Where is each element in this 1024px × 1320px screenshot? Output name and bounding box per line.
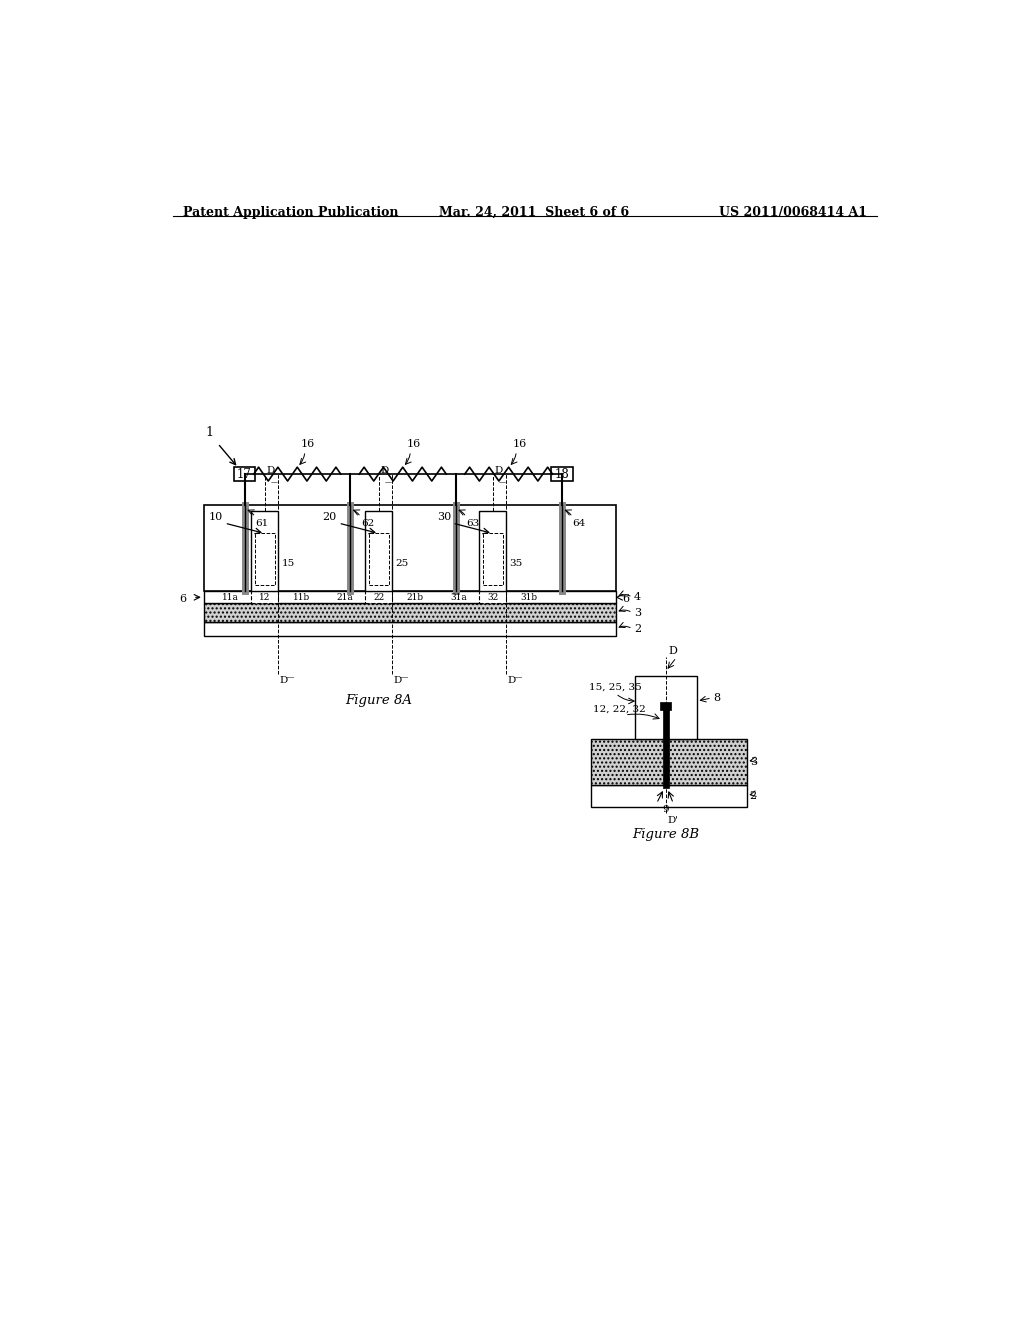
Text: 35: 35: [509, 558, 522, 568]
Bar: [369, 533, 389, 585]
Text: 1: 1: [206, 426, 214, 440]
Text: 11a: 11a: [222, 593, 239, 602]
Text: 12, 22, 32: 12, 22, 32: [593, 705, 645, 713]
Bar: [252, 591, 279, 603]
Text: D: D: [266, 466, 274, 475]
Text: Mar. 24, 2011  Sheet 6 of 6: Mar. 24, 2011 Sheet 6 of 6: [438, 206, 629, 219]
Text: 31a: 31a: [451, 593, 467, 602]
Text: 15, 25, 35: 15, 25, 35: [589, 682, 641, 692]
Text: 8: 8: [714, 693, 721, 704]
Bar: [663, 706, 669, 788]
Text: D: D: [669, 645, 678, 656]
Bar: [482, 533, 503, 585]
Text: 21a: 21a: [337, 593, 353, 602]
Text: D': D': [668, 816, 678, 825]
Bar: [635, 676, 696, 739]
Text: 20: 20: [323, 512, 337, 521]
Text: 22: 22: [374, 593, 384, 602]
Bar: [204, 506, 615, 591]
Text: 63: 63: [466, 519, 479, 528]
Text: —: —: [399, 673, 408, 681]
Bar: [204, 622, 615, 636]
Text: —: —: [271, 478, 279, 486]
Text: D: D: [381, 466, 389, 475]
Bar: [479, 591, 506, 603]
Text: 11b: 11b: [293, 593, 310, 602]
Text: D: D: [508, 676, 516, 685]
Text: 16: 16: [301, 440, 315, 449]
Bar: [479, 511, 506, 591]
Bar: [366, 591, 392, 603]
Text: 9: 9: [663, 805, 669, 814]
Text: 32: 32: [487, 593, 499, 602]
Text: —: —: [286, 673, 294, 681]
Text: 3: 3: [634, 607, 641, 618]
Text: 31b: 31b: [521, 593, 538, 602]
Text: 30: 30: [436, 512, 451, 521]
Bar: [660, 702, 671, 710]
Text: 62: 62: [360, 519, 374, 528]
Text: 12: 12: [259, 593, 270, 602]
Text: 64: 64: [572, 519, 586, 528]
Text: US 2011/0068414 A1: US 2011/0068414 A1: [719, 206, 866, 219]
Bar: [233, 467, 255, 480]
Text: 25: 25: [395, 558, 409, 568]
Text: 16: 16: [407, 440, 421, 449]
Bar: [252, 511, 279, 591]
Text: 61: 61: [255, 519, 268, 528]
Text: 16: 16: [512, 440, 526, 449]
Text: D: D: [280, 676, 288, 685]
Text: —: —: [499, 478, 506, 486]
Bar: [366, 511, 392, 591]
Text: 21b: 21b: [407, 593, 424, 602]
Text: 6: 6: [179, 594, 186, 603]
Bar: [591, 739, 746, 785]
Bar: [255, 533, 275, 585]
Bar: [591, 785, 746, 807]
Text: D: D: [495, 466, 503, 475]
Text: Figure 8A: Figure 8A: [345, 693, 413, 706]
Bar: [204, 591, 615, 603]
Text: Figure 8B: Figure 8B: [632, 829, 699, 841]
Text: —: —: [513, 673, 521, 681]
Text: 2: 2: [750, 791, 757, 801]
Text: D: D: [394, 676, 402, 685]
Text: —: —: [385, 478, 392, 486]
Text: 2: 2: [634, 624, 641, 634]
Text: 10: 10: [209, 512, 223, 521]
Text: 15: 15: [282, 558, 295, 568]
Text: 6: 6: [622, 594, 629, 603]
Bar: [551, 467, 572, 480]
Text: 17: 17: [238, 467, 252, 480]
Bar: [204, 603, 615, 622]
Text: 3: 3: [750, 758, 757, 767]
Text: Patent Application Publication: Patent Application Publication: [183, 206, 398, 219]
Text: 18: 18: [554, 467, 569, 480]
Text: 4: 4: [634, 593, 641, 602]
